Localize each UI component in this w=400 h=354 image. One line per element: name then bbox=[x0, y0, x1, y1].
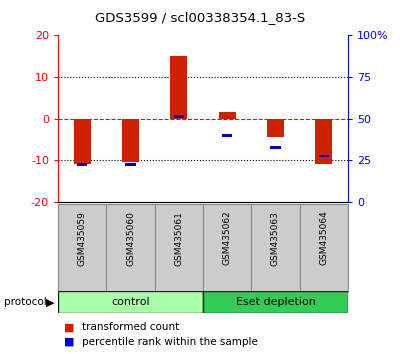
Bar bbox=[251, 204, 300, 292]
Text: ▶: ▶ bbox=[46, 297, 54, 307]
Text: ■: ■ bbox=[64, 322, 74, 332]
Bar bbox=[170, 56, 187, 119]
Text: GSM435060: GSM435060 bbox=[126, 211, 135, 266]
Text: control: control bbox=[111, 297, 150, 307]
Bar bbox=[174, 115, 184, 118]
Bar bbox=[58, 204, 106, 292]
Bar bbox=[270, 146, 280, 149]
Bar bbox=[77, 163, 87, 166]
Text: GSM435061: GSM435061 bbox=[174, 211, 183, 266]
Text: GSM435063: GSM435063 bbox=[271, 211, 280, 266]
Text: GDS3599 / scl00338354.1_83-S: GDS3599 / scl00338354.1_83-S bbox=[95, 11, 305, 24]
Bar bbox=[222, 134, 232, 137]
Text: percentile rank within the sample: percentile rank within the sample bbox=[82, 337, 258, 347]
Bar bbox=[122, 119, 139, 162]
Bar bbox=[74, 119, 91, 164]
Bar bbox=[203, 204, 251, 292]
Text: transformed count: transformed count bbox=[82, 322, 179, 332]
Bar bbox=[106, 204, 155, 292]
Bar bbox=[300, 204, 348, 292]
Text: Eset depletion: Eset depletion bbox=[236, 297, 316, 307]
Text: GSM435062: GSM435062 bbox=[223, 211, 232, 266]
Text: ■: ■ bbox=[64, 337, 74, 347]
Bar bbox=[219, 112, 236, 119]
Bar bbox=[155, 204, 203, 292]
Bar bbox=[315, 119, 332, 164]
Bar bbox=[203, 291, 348, 313]
Bar bbox=[58, 291, 203, 313]
Text: GSM435064: GSM435064 bbox=[319, 211, 328, 266]
Bar bbox=[126, 163, 136, 166]
Bar bbox=[319, 155, 329, 158]
Bar bbox=[267, 119, 284, 137]
Text: protocol: protocol bbox=[4, 297, 47, 307]
Text: GSM435059: GSM435059 bbox=[78, 211, 87, 266]
